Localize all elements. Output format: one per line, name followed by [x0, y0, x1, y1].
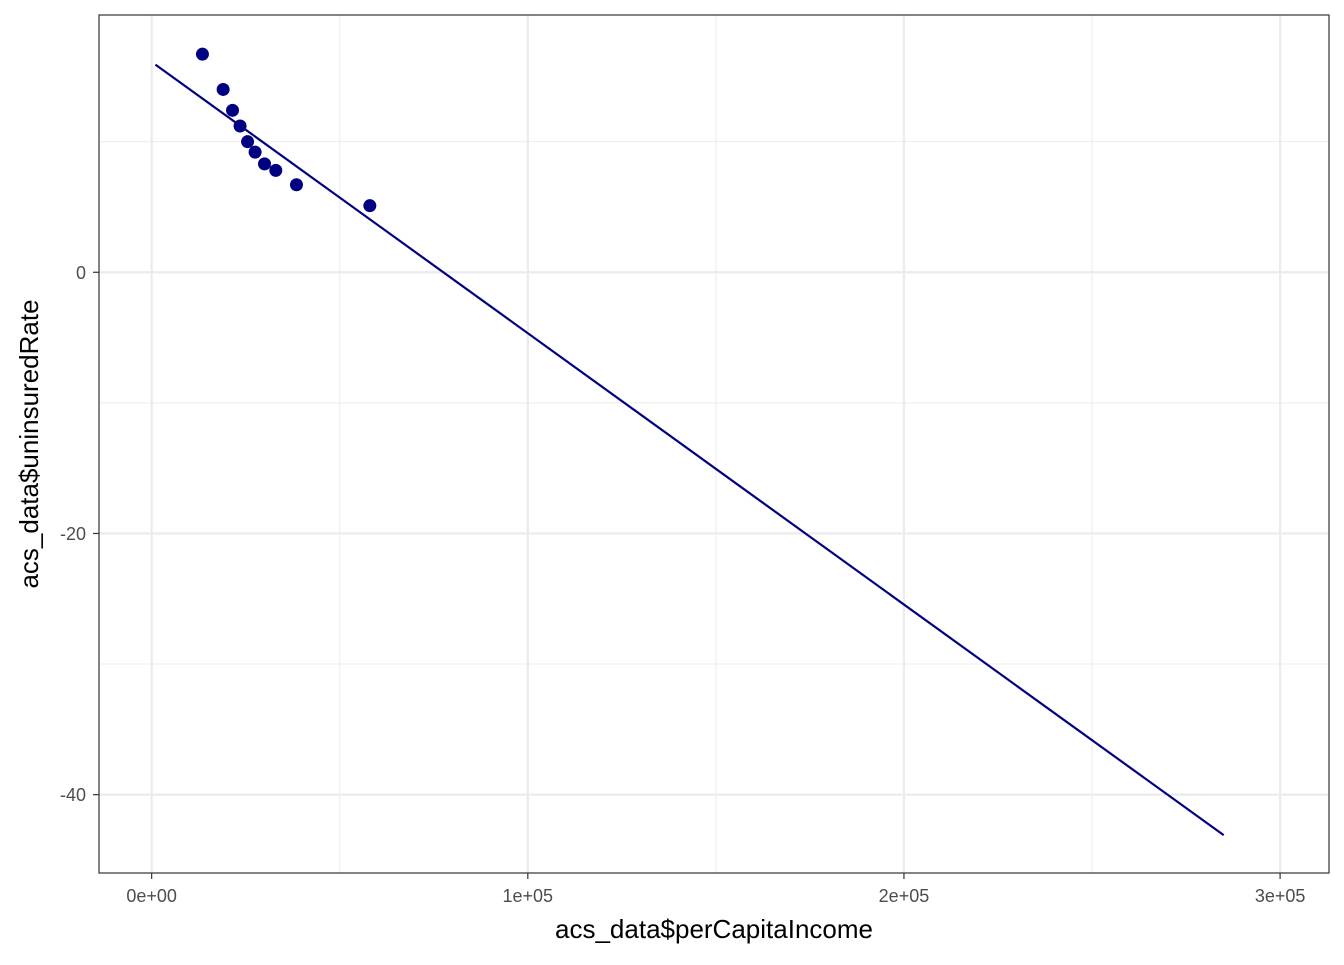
points-layer: [195, 47, 377, 213]
fit-line-layer: [154, 63, 1225, 837]
data-point: [248, 145, 262, 159]
x-axis-title: acs_data$perCapitaIncome: [555, 914, 873, 944]
x-tick-label: 2e+05: [879, 886, 930, 906]
data-point: [269, 163, 283, 177]
data-point: [258, 157, 272, 171]
data-point: [289, 178, 303, 192]
panel-border: [98, 14, 1330, 874]
y-tick-label: -20: [60, 524, 86, 544]
data-point: [226, 103, 240, 117]
regression-line: [154, 63, 1225, 837]
data-point: [216, 82, 230, 96]
x-tick-label: 3e+05: [1255, 886, 1306, 906]
x-tick-label: 1e+05: [503, 886, 554, 906]
y-axis-title: acs_data$uninsuredRate: [14, 299, 44, 588]
data-point: [195, 47, 209, 61]
data-point: [241, 135, 255, 149]
y-tick-label: 0: [76, 263, 86, 283]
grid-layer: [99, 15, 1329, 873]
y-tick-label: -40: [60, 785, 86, 805]
data-point: [363, 199, 377, 213]
tick-layer: 0e+00 1e+05 2e+05 3e+05 -40 -20 0: [60, 263, 1305, 906]
x-tick-label: 0e+00: [126, 886, 177, 906]
data-point: [233, 119, 247, 133]
